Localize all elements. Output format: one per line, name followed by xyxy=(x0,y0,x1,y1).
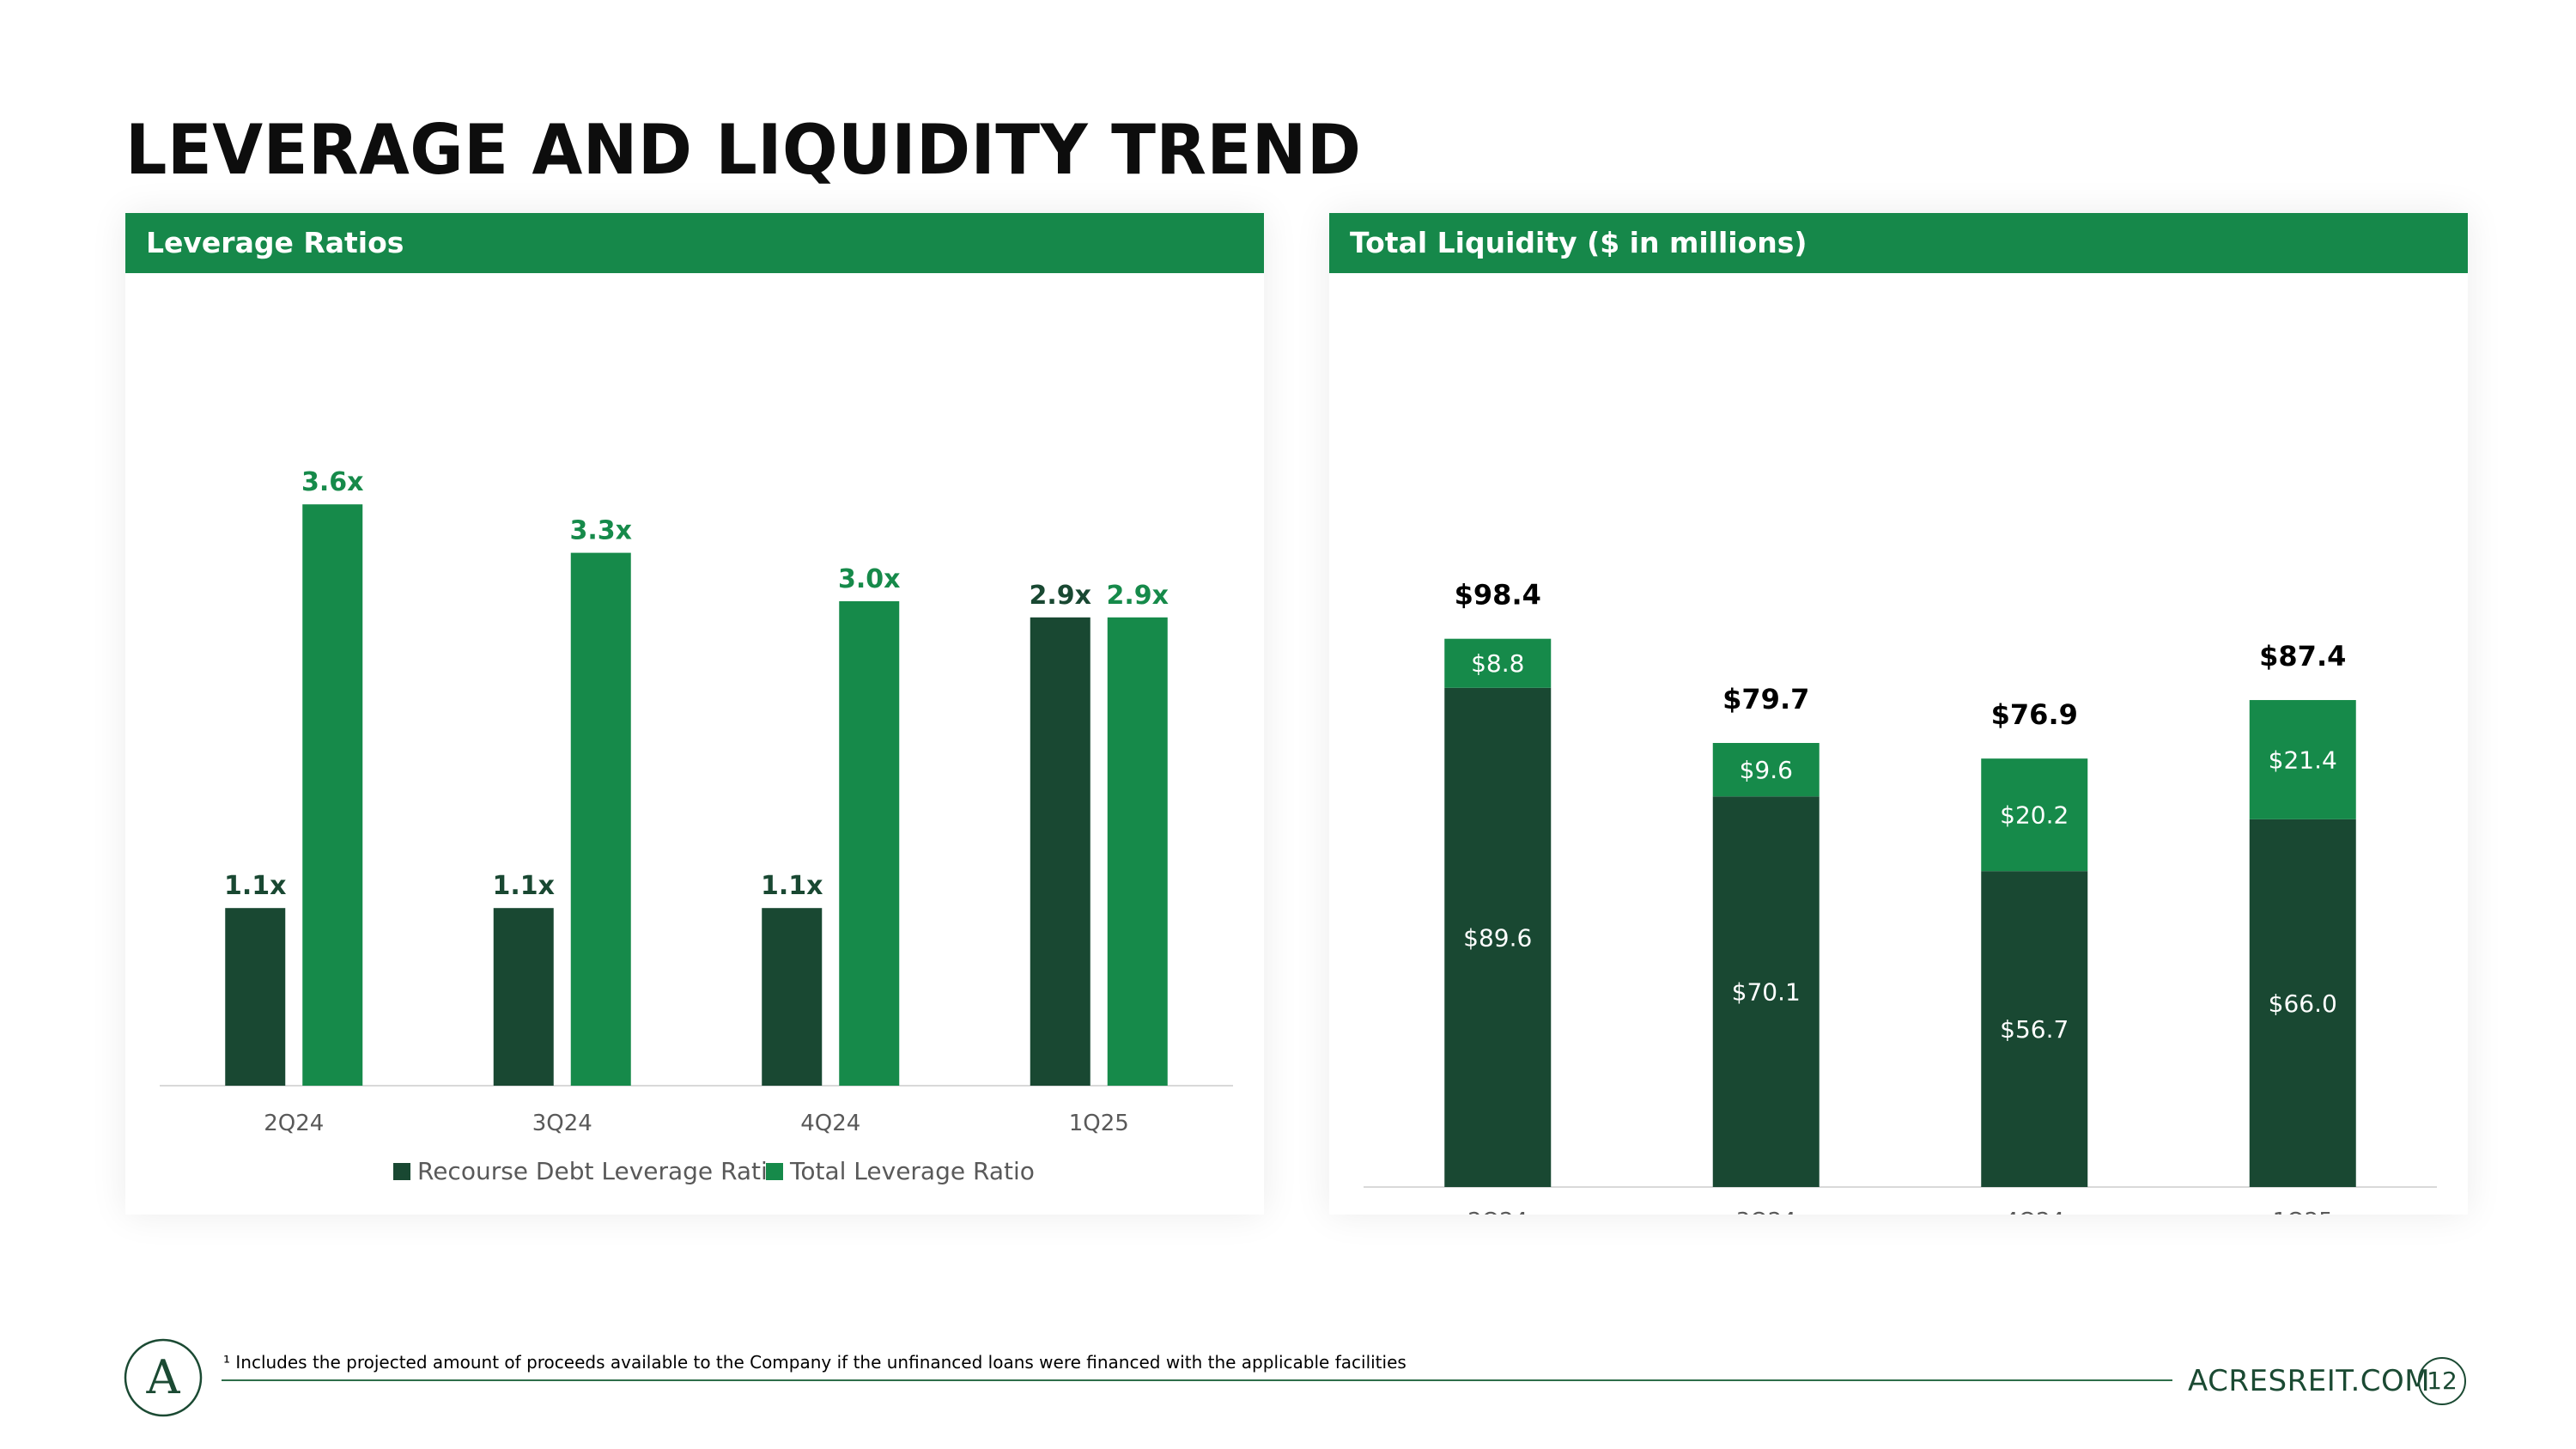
total-label: $76.9 xyxy=(1991,698,2078,731)
website-link[interactable]: ACRESREIT.COM xyxy=(2188,1364,2431,1398)
bar-cash-4q24 xyxy=(1981,871,2088,1187)
logo-ring xyxy=(124,1338,203,1417)
x-tick-label: 2Q24 xyxy=(1467,1209,1528,1215)
legend-swatch-total xyxy=(766,1163,783,1180)
segment-label: $66.0 xyxy=(2269,989,2337,1018)
legend-label: Total Leverage Ratio xyxy=(789,1157,1035,1185)
bar-recourse-1q25 xyxy=(1030,617,1091,1086)
bar-facilities-4q24 xyxy=(1981,758,2088,872)
bar-cash-2q24 xyxy=(1444,687,1552,1187)
x-tick-label: 1Q25 xyxy=(1069,1111,1129,1136)
data-label: 3.6x xyxy=(301,467,364,497)
total-label: $87.4 xyxy=(2259,640,2346,673)
bar-cash-1q25 xyxy=(2249,819,2356,1187)
data-label: 2.9x xyxy=(1030,581,1092,611)
bar-recourse-2q24 xyxy=(225,908,286,1086)
data-label: 1.1x xyxy=(761,871,823,901)
acres-logo: A xyxy=(124,1338,203,1417)
leverage-ratios-header: Leverage Ratios xyxy=(125,213,1264,273)
leverage-ratios-panel: Leverage Ratios 1.1x 3.6x 2Q24 1.1x 3.3x 3Q24… xyxy=(125,213,1264,1215)
x-tick-label: 1Q25 xyxy=(2273,1209,2333,1215)
total-liquidity-header: Total Liquidity ($ in millions) xyxy=(1329,213,2468,273)
segment-label: $8.8 xyxy=(1471,649,1524,678)
leverage-ratios-chart: 1.1x 3.6x 2Q24 1.1x 3.3x 3Q24 1.1x 3.0x 4Q24 2.9x… xyxy=(160,467,1233,1185)
footnote: ¹ Includes the projected amount of proce… xyxy=(223,1352,1406,1373)
page-title: LEVERAGE AND LIQUIDITY TREND xyxy=(125,110,1362,190)
bar-total-1q25 xyxy=(1107,617,1168,1086)
data-label: 2.9x xyxy=(1107,581,1170,611)
x-tick-label: 3Q24 xyxy=(1736,1209,1796,1215)
total-liquidity-panel: Total Liquidity ($ in millions) $89.6 $8.… xyxy=(1329,213,2468,1215)
data-label: 1.1x xyxy=(224,871,287,901)
bar-facilities-2q24 xyxy=(1444,638,1552,688)
footer-divider xyxy=(222,1379,2172,1381)
segment-label: $21.4 xyxy=(2269,746,2337,774)
segment-label: $70.1 xyxy=(1732,978,1801,1007)
logo-letter: A xyxy=(146,1350,181,1404)
bar-total-2q24 xyxy=(302,504,363,1086)
total-liquidity-chart: $89.6 $8.8 $98.4 2Q24 $70.1 $9.6 $79.7 3Q24 $56.… xyxy=(1364,579,2437,1215)
x-tick-label: 3Q24 xyxy=(532,1111,592,1136)
data-label: 3.3x xyxy=(570,516,633,546)
legend-label: Recourse Debt Leverage Ratio xyxy=(417,1157,782,1185)
bar-facilities-3q24 xyxy=(1712,742,1820,797)
total-label: $79.7 xyxy=(1722,683,1809,715)
bar-recourse-3q24 xyxy=(493,908,554,1086)
x-tick-label: 4Q24 xyxy=(2004,1209,2064,1215)
bar-total-3q24 xyxy=(570,552,631,1086)
segment-label: $89.6 xyxy=(1463,923,1532,952)
bar-facilities-1q25 xyxy=(2249,700,2356,819)
data-label: 1.1x xyxy=(493,871,556,901)
bar-recourse-4q24 xyxy=(762,908,823,1086)
data-label: 3.0x xyxy=(838,564,901,594)
page-number: 12 xyxy=(2418,1357,2466,1405)
segment-label: $9.6 xyxy=(1740,756,1793,784)
x-tick-label: 4Q24 xyxy=(800,1111,860,1136)
bar-total-4q24 xyxy=(839,601,900,1086)
segment-label: $20.2 xyxy=(2000,801,2069,830)
total-label: $98.4 xyxy=(1455,579,1541,612)
x-tick-label: 2Q24 xyxy=(264,1111,324,1136)
bar-cash-3q24 xyxy=(1712,796,1820,1187)
legend-swatch-recourse xyxy=(393,1163,410,1180)
segment-label: $56.7 xyxy=(2000,1015,2069,1044)
